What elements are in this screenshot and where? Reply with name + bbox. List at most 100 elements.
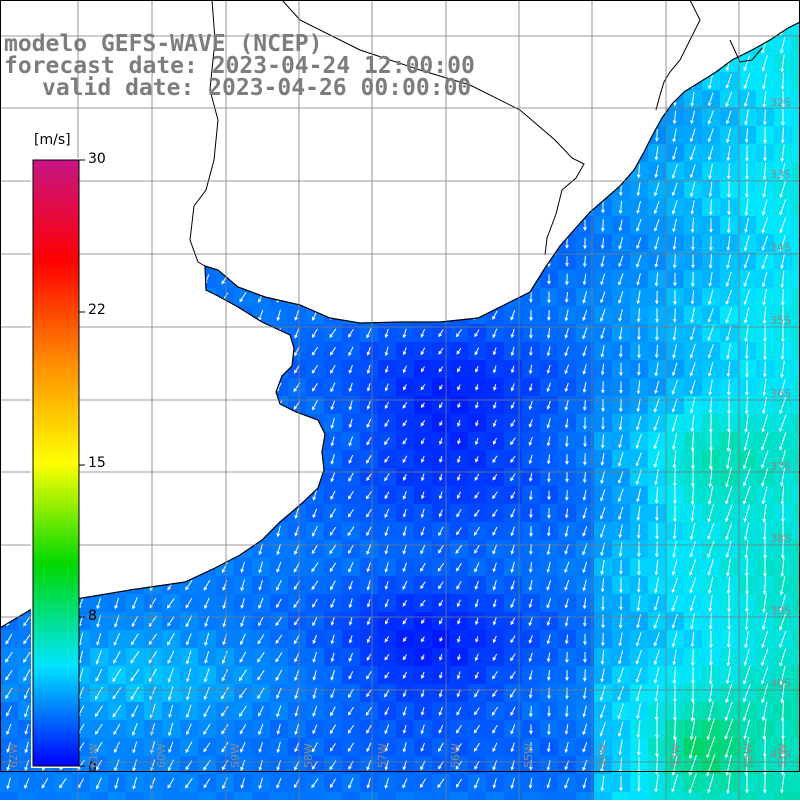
wind-arrow (708, 467, 713, 488)
wind-arrow (707, 110, 714, 125)
wind-cell (792, 432, 800, 451)
colorbar-unit: [m/s] (34, 132, 71, 148)
wind-arrow (743, 504, 750, 523)
wind-arrow (203, 686, 210, 700)
wind-arrow (653, 200, 660, 215)
wind-arrow (744, 109, 749, 126)
wind-arrow (438, 329, 444, 338)
wind-arrow (366, 742, 372, 753)
wind-arrow (510, 455, 516, 463)
wind-arrow (617, 721, 624, 738)
wind-arrow (780, 253, 785, 270)
wind-arrow (384, 654, 390, 661)
wind-arrow (112, 668, 122, 682)
wind-arrow (311, 525, 318, 537)
wind-arrow (619, 596, 623, 611)
wind-arrow (546, 400, 551, 410)
wind-arrow (528, 652, 533, 663)
wind-arrow (402, 401, 408, 409)
wind-arrow (671, 164, 678, 179)
lon-label-59w: 59W (229, 743, 242, 768)
wind-arrow (724, 736, 733, 759)
wind-arrow (366, 635, 371, 644)
wind-arrow (582, 526, 588, 537)
wind-arrow (258, 543, 263, 556)
lon-label-60w: 60W (155, 743, 168, 768)
wind-arrow (438, 706, 443, 716)
wind-arrow (745, 163, 749, 180)
wind-arrow (564, 705, 569, 718)
wind-cell (558, 792, 577, 800)
wind-arrow (546, 328, 551, 339)
wind-arrow (763, 324, 767, 343)
wind-arrow (474, 671, 479, 680)
wind-arrow (402, 544, 407, 555)
lat-label-32s: 32S (770, 96, 791, 109)
wind-arrow (781, 504, 785, 523)
wind-arrow (421, 636, 425, 643)
wind-arrow (348, 652, 354, 663)
wind-arrow (617, 488, 624, 503)
wind-arrow (330, 472, 336, 483)
wind-arrow (599, 740, 606, 755)
wind-arrow (131, 705, 139, 718)
wind-arrow (564, 364, 570, 375)
wind-arrow (565, 670, 569, 682)
wind-arrow (743, 55, 751, 72)
wind-arrow (438, 689, 443, 698)
wind-cell (630, 792, 649, 800)
wind-arrow (204, 615, 210, 628)
wind-arrow (761, 55, 768, 72)
wind-arrow (725, 522, 733, 541)
wind-arrow (456, 724, 462, 734)
wind-arrow (221, 705, 229, 717)
wind-arrow (94, 686, 104, 700)
wind-arrow (294, 742, 300, 753)
wind-arrow (221, 724, 229, 735)
wind-arrow (438, 491, 443, 500)
wind-arrow (654, 702, 659, 721)
wind-arrow (779, 630, 787, 649)
wind-arrow (384, 544, 389, 555)
wind-arrow (601, 417, 605, 430)
wind-arrow (725, 289, 732, 305)
wind-arrow (637, 774, 641, 793)
wind-arrow (492, 473, 498, 481)
wind-arrow (601, 201, 605, 214)
wind-arrow (672, 128, 677, 143)
wind-arrow (294, 652, 300, 663)
wind-arrow (583, 652, 587, 664)
wind-arrow (672, 666, 677, 685)
wind-arrow (366, 454, 372, 464)
wind-arrow (402, 365, 407, 374)
wind-arrow (653, 613, 660, 629)
wind-arrow (528, 561, 533, 574)
wind-arrow (763, 145, 767, 162)
wind-arrow (546, 634, 551, 645)
wind-arrow (402, 654, 408, 661)
wind-arrow (761, 467, 769, 488)
wind-arrow (421, 438, 425, 445)
wind-cell (792, 720, 800, 739)
wind-arrow (420, 366, 425, 373)
wind-arrow (240, 615, 246, 628)
wind-arrow (366, 508, 372, 518)
wind-arrow (709, 649, 713, 666)
wind-arrow (725, 540, 732, 559)
wind-arrow (690, 631, 695, 648)
lon-label-58w: 58W (302, 743, 315, 768)
wind-arrow (492, 635, 497, 644)
wind-arrow (743, 73, 750, 90)
wind-arrow (582, 273, 587, 286)
border-line (729, 39, 763, 63)
wind-arrow (726, 127, 732, 144)
wind-arrow (781, 90, 785, 109)
wind-arrow (474, 653, 479, 662)
wind-arrow (239, 292, 247, 303)
wind-arrow (725, 307, 733, 324)
wind-arrow (312, 705, 318, 718)
wind-arrow (742, 468, 751, 487)
wind-arrow (672, 450, 677, 469)
wind-arrow (402, 742, 407, 753)
wind-arrow (24, 741, 29, 754)
